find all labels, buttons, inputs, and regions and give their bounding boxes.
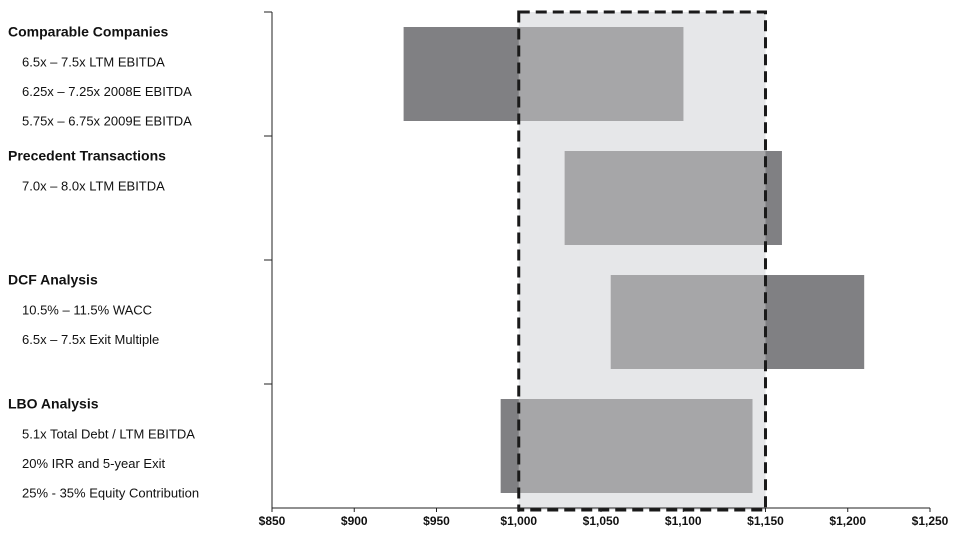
sub-label: 6.5x – 7.5x Exit Multiple [22, 332, 159, 347]
bar-highlighted-part [518, 399, 753, 493]
sub-label: 6.25x – 7.25x 2008E EBITDA [22, 84, 192, 99]
sub-label: 6.5x – 7.5x LTM EBITDA [22, 54, 165, 69]
x-tick-label: $1,050 [583, 514, 620, 528]
bar-highlighted-part [610, 275, 766, 369]
highlight-box [517, 10, 767, 512]
x-tick-label: $1,150 [747, 514, 784, 528]
x-tick-label: $1,200 [829, 514, 866, 528]
x-tick-label: $1,250 [912, 514, 949, 528]
bar-highlighted-part [564, 151, 766, 245]
x-tick-label: $900 [341, 514, 368, 528]
sub-label: 25% - 35% Equity Contribution [22, 485, 199, 500]
bar-highlighted-part [518, 27, 684, 121]
sub-label: 5.75x – 6.75x 2009E EBITDA [22, 113, 192, 128]
sub-label: 20% IRR and 5-year Exit [22, 456, 165, 471]
category-label: DCF Analysis [8, 272, 98, 288]
x-tick-label: $850 [259, 514, 286, 528]
x-tick-label: $1,100 [665, 514, 702, 528]
category-label: Precedent Transactions [8, 148, 166, 164]
x-tick-label: $950 [423, 514, 450, 528]
x-tick-label: $1,000 [500, 514, 537, 528]
sub-label: 10.5% – 11.5% WACC [22, 302, 152, 317]
sub-label: 5.1x Total Debt / LTM EBITDA [22, 426, 195, 441]
category-label: Comparable Companies [8, 24, 168, 40]
sub-label: 7.0x – 8.0x LTM EBITDA [22, 178, 165, 193]
category-label: LBO Analysis [8, 396, 99, 412]
